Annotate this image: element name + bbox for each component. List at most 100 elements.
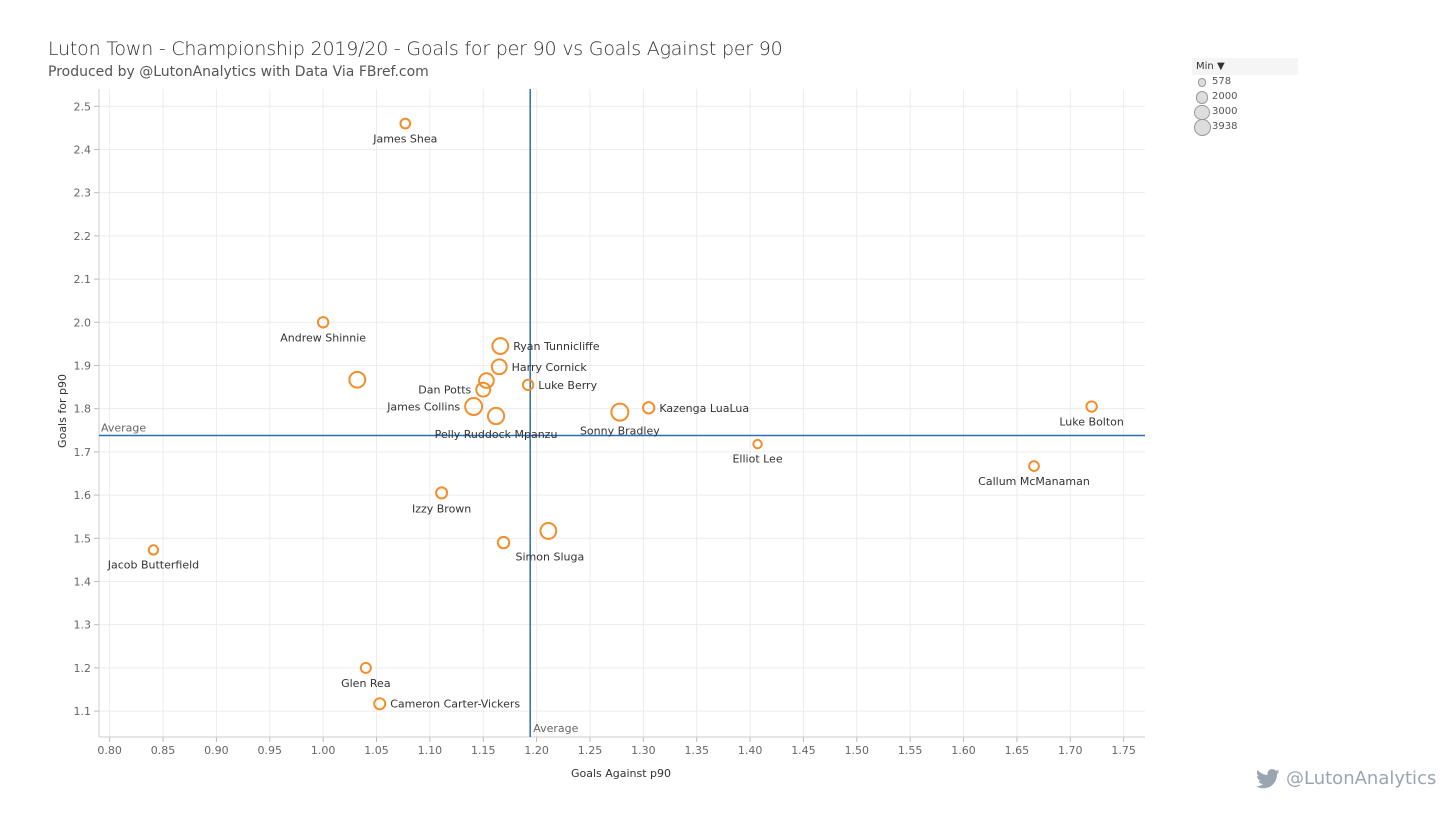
x-tick-label: 1.55 (898, 744, 923, 757)
point-label: Callum McManaman (978, 475, 1090, 488)
x-tick-label: 1.75 (1111, 744, 1136, 757)
legend-size-circle (1193, 119, 1211, 136)
y-tick-label: 2.0 (74, 316, 92, 329)
data-point (496, 535, 511, 550)
axes: 0.80 0.85 0.90 0.95 1.00 1.05 1.10 1.15 1.20 1.25… (74, 89, 1145, 757)
legend-title: Min (1196, 61, 1214, 72)
point-labels: James Shea Andrew Shinnie Ryan Tunnicliffe… (107, 132, 1124, 710)
x-tick-label: 1.50 (845, 744, 870, 757)
data-point (486, 406, 506, 426)
legend-size-circle (1195, 91, 1209, 104)
data-point (147, 544, 160, 556)
point-label: Ryan Tunnicliffe (513, 340, 600, 353)
legend-item-label: 3000 (1212, 106, 1238, 117)
data-point (399, 117, 412, 130)
legend-item: 578 (1192, 75, 1298, 90)
x-tick-label: 1.70 (1058, 744, 1083, 757)
sort-arrow-icon: ▼ (1216, 61, 1225, 72)
data-point (491, 337, 510, 355)
legend-item: 3000 (1192, 104, 1298, 121)
legend-item: 2000 (1192, 90, 1298, 105)
data-point (752, 438, 763, 450)
y-tick-label: 2.4 (74, 143, 92, 156)
data-point (435, 486, 449, 500)
point-label: Pelly Ruddock Mpanzu (435, 428, 558, 441)
x-tick-label: 1.30 (631, 744, 656, 757)
data-point (464, 397, 484, 416)
legend-size-circle (1197, 78, 1207, 87)
x-tick-label: 1.60 (951, 744, 976, 757)
x-axis-title: Goals Against p90 (571, 767, 671, 780)
y-tick-label: 1.6 (74, 489, 92, 502)
x-tick-label: 0.95 (258, 744, 283, 757)
point-label: Jacob Butterfield (107, 559, 199, 572)
y-average-label: Average (101, 421, 146, 434)
x-tick-label: 1.00 (311, 744, 336, 757)
x-tick-label: 1.65 (1005, 744, 1030, 757)
y-tick-label: 1.7 (74, 446, 92, 459)
x-tick-label: 1.25 (578, 744, 603, 757)
point-label: Sonny Bradley (580, 425, 660, 438)
point-label: Luke Berry (538, 379, 597, 392)
x-tick-label: 1.15 (471, 744, 496, 757)
reference-lines: Average Average (99, 89, 1145, 737)
chart-title: Luton Town - Championship 2019/20 - Goal… (48, 38, 783, 60)
y-tick-label: 1.9 (74, 359, 92, 372)
point-label: Izzy Brown (412, 502, 471, 515)
x-tick-label: 1.45 (791, 744, 816, 757)
grid-lines (99, 89, 1145, 737)
data-point (373, 697, 387, 711)
data-point (521, 378, 535, 392)
point-label: Cameron Carter-Vickers (390, 698, 520, 711)
x-tick-label: 0.80 (97, 744, 122, 757)
x-tick-label: 0.90 (204, 744, 229, 757)
data-point (475, 381, 492, 398)
y-tick-label: 1.5 (74, 532, 92, 545)
x-tick-label: 1.20 (524, 744, 549, 757)
point-label: Kazenga LuaLua (659, 402, 749, 415)
point-label: Luke Bolton (1059, 416, 1124, 429)
x-tick-label: 1.35 (684, 744, 709, 757)
branding: @LutonAnalytics (1256, 768, 1436, 789)
y-tick-label: 2.5 (74, 100, 92, 113)
x-tick-label: 1.10 (418, 744, 443, 757)
y-tick-label: 1.1 (74, 705, 92, 718)
size-legend[interactable]: Min ▼ 578 2000 3000 3938 (1192, 58, 1298, 136)
legend-item: 3938 (1192, 119, 1298, 136)
x-tick-label: 1.40 (738, 744, 763, 757)
legend-header[interactable]: Min ▼ (1192, 58, 1298, 75)
data-point (316, 316, 330, 329)
chart-subtitle: Produced by @LutonAnalytics with Data Vi… (48, 64, 429, 80)
y-tick-label: 1.8 (74, 403, 92, 416)
legend-items: 578 2000 3000 3938 (1192, 75, 1298, 136)
data-point (1085, 400, 1098, 413)
point-label: Andrew Shinnie (280, 331, 366, 344)
y-tick-label: 1.3 (74, 619, 92, 632)
y-tick-label: 2.3 (74, 187, 92, 200)
y-tick-label: 1.2 (74, 662, 92, 675)
legend-item-label: 578 (1212, 76, 1232, 87)
point-label: James Collins (386, 401, 460, 414)
data-points (147, 117, 1098, 711)
data-point (359, 661, 372, 674)
x-average-label: Average (533, 722, 578, 735)
point-label: Simon Sluga (516, 550, 585, 563)
y-tick-label: 1.4 (74, 575, 92, 588)
point-label: Dan Potts (418, 384, 471, 397)
brand-handle: @LutonAnalytics (1286, 768, 1437, 789)
y-tick-label: 2.1 (74, 273, 92, 286)
x-tick-label: 0.85 (151, 744, 176, 757)
data-point (478, 372, 495, 389)
legend-size-circle (1194, 104, 1210, 121)
point-label: Elliot Lee (732, 452, 782, 465)
legend-item-label: 2000 (1212, 91, 1238, 102)
y-tick-label: 2.2 (74, 230, 92, 243)
legend-item-label: 3938 (1212, 121, 1238, 132)
y-axis-title: Goals for p90 (56, 374, 69, 448)
data-point (642, 401, 656, 415)
data-point (1028, 460, 1040, 472)
point-label: Harry Cornick (512, 361, 588, 374)
point-label: James Shea (372, 132, 437, 145)
data-point (348, 370, 367, 389)
